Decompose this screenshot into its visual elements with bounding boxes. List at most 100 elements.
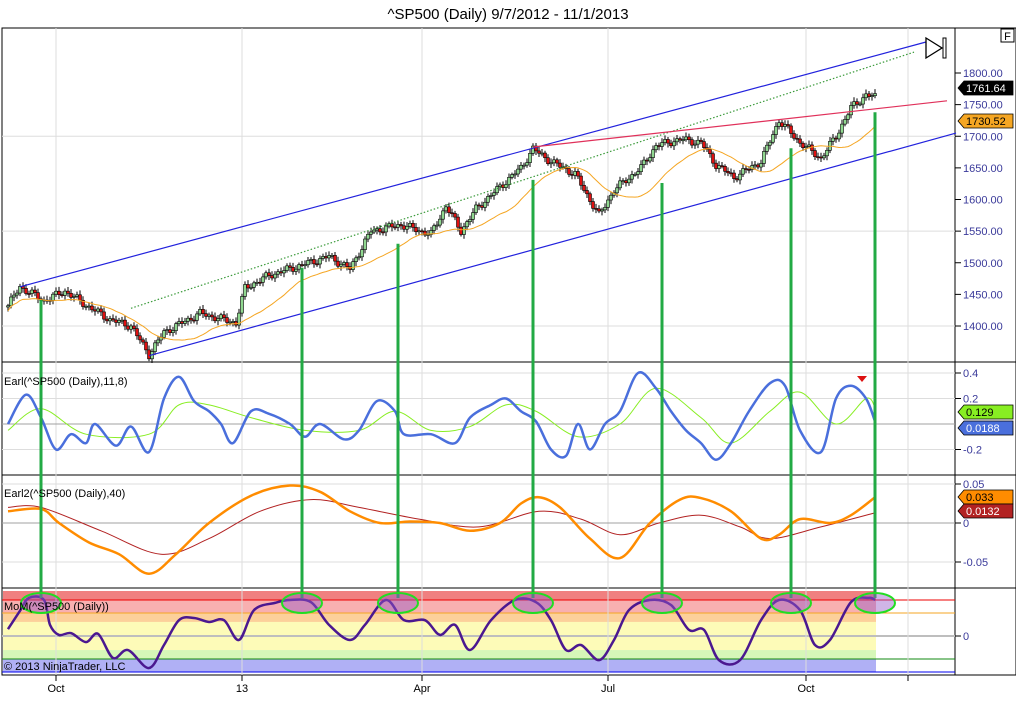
candle-body — [576, 171, 580, 177]
candle — [774, 122, 778, 139]
candle-body — [207, 314, 211, 317]
candle-body — [738, 173, 742, 181]
candle — [609, 192, 613, 205]
candle — [294, 265, 298, 275]
candle-body — [276, 271, 280, 275]
candle-body — [618, 180, 622, 189]
candle — [792, 130, 796, 141]
candle — [759, 159, 763, 172]
candle-body — [525, 162, 529, 166]
candle — [108, 315, 112, 326]
candle — [408, 220, 412, 229]
candle — [393, 222, 397, 231]
candle — [525, 158, 529, 168]
red-trend-line[interactable] — [532, 100, 948, 148]
candle — [819, 152, 823, 163]
candle-body — [744, 168, 748, 170]
candle — [204, 309, 208, 320]
candle-body — [216, 318, 220, 322]
earl2-slow-line — [7, 499, 876, 555]
candle-body — [9, 296, 13, 307]
candle-body — [417, 230, 421, 233]
candle — [816, 152, 820, 161]
candle-body — [228, 321, 232, 324]
candle-body — [60, 294, 64, 296]
candle-body — [789, 125, 793, 134]
candle — [102, 307, 106, 323]
candle-body — [468, 219, 472, 222]
candle-body — [360, 249, 364, 258]
dotted-mid-line[interactable] — [130, 51, 915, 309]
candle — [237, 308, 241, 330]
candle-body — [855, 101, 859, 105]
candle-body — [600, 209, 604, 212]
lower-channel-line[interactable] — [148, 132, 957, 357]
last-price-marker-text: 1761.64 — [966, 83, 1006, 95]
y-tick-label: 1650.00 — [963, 163, 1003, 175]
candle-body — [663, 139, 667, 143]
candle-body — [480, 205, 484, 208]
candle — [327, 251, 331, 262]
candle-body — [102, 311, 106, 320]
candle-body — [474, 204, 478, 213]
candle-body — [492, 192, 496, 196]
candle — [195, 311, 199, 325]
candle — [645, 157, 649, 166]
candle — [744, 165, 748, 174]
candle — [537, 146, 541, 157]
candle — [540, 149, 544, 157]
candle — [189, 314, 193, 324]
candle-body — [570, 174, 574, 176]
candle — [591, 197, 595, 212]
candle — [618, 176, 622, 191]
candle-body — [852, 101, 856, 106]
candle — [405, 222, 409, 234]
candle-body — [858, 103, 862, 106]
candle-body — [432, 225, 436, 231]
candle — [300, 260, 304, 268]
candle-body — [165, 329, 169, 331]
candle-body — [636, 171, 640, 175]
candle — [672, 137, 676, 150]
candle-body — [156, 339, 160, 344]
candle-body — [438, 218, 442, 226]
candle — [273, 271, 277, 283]
candle-body — [870, 95, 874, 97]
scroll-to-end-icon[interactable] — [925, 36, 947, 60]
candle — [846, 112, 850, 124]
earl-fast-line — [6, 371, 877, 461]
upper-channel-line[interactable] — [19, 41, 927, 288]
candle — [831, 133, 835, 146]
candle — [324, 252, 328, 263]
candle-body — [408, 223, 412, 227]
candlesticks — [6, 89, 877, 364]
candle — [738, 169, 742, 185]
candle — [867, 91, 871, 101]
candle — [288, 262, 292, 272]
earl2-fast-line — [7, 484, 876, 575]
candle — [276, 268, 280, 278]
candle-body — [573, 171, 577, 176]
candle-body — [798, 138, 802, 144]
earl2-slow-value-marker-shape — [957, 503, 1014, 519]
candle — [840, 119, 844, 138]
f-button[interactable]: F — [1000, 28, 1015, 43]
candle — [708, 145, 712, 158]
candle — [780, 119, 784, 131]
candle — [822, 152, 826, 161]
earl-slow-value-marker-text: 0.129 — [966, 407, 994, 419]
candle-body — [753, 164, 757, 167]
candle — [132, 322, 136, 332]
candle — [174, 321, 178, 335]
candle — [231, 318, 235, 327]
candle — [870, 92, 874, 101]
candle-body — [381, 231, 385, 234]
earl2-fast-value-marker-shape — [957, 489, 1014, 505]
candle — [183, 317, 187, 327]
candle — [642, 156, 646, 169]
candle-body — [633, 173, 637, 176]
candle — [60, 291, 64, 298]
candle-body — [339, 263, 343, 267]
candle-body — [405, 226, 409, 230]
